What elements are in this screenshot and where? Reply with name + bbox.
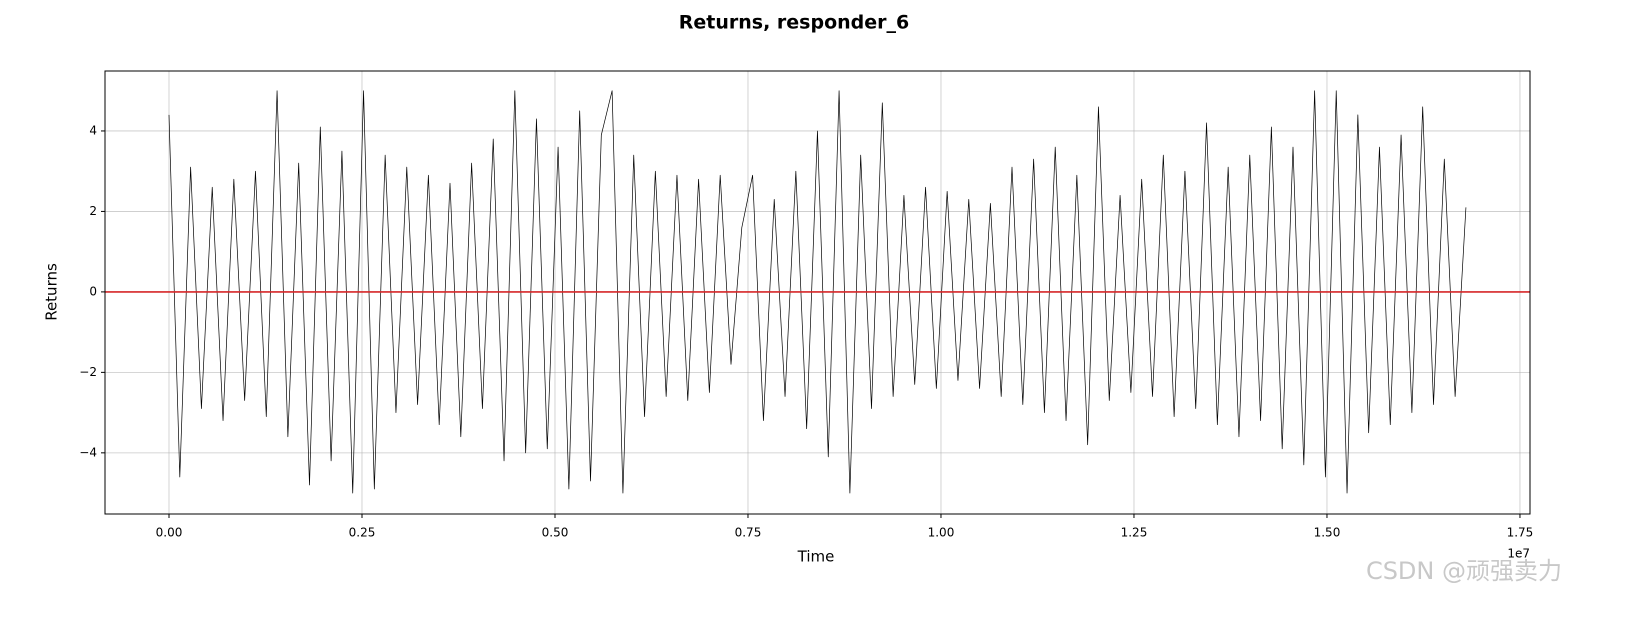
x-tick-label: 1.00	[928, 526, 955, 540]
x-tick-label: 0.50	[542, 526, 569, 540]
x-offset-label: 1e7	[1507, 547, 1530, 561]
y-tick-label: 4	[89, 123, 97, 137]
y-tick-label: 2	[89, 204, 97, 218]
y-tick-label: −2	[79, 365, 97, 379]
x-tick-label: 1.25	[1121, 526, 1148, 540]
x-axis-label: Time	[797, 548, 835, 566]
y-tick-label: −4	[79, 445, 97, 459]
watermark: CSDN @顽强卖力	[1366, 557, 1562, 585]
x-tick-label: 0.25	[349, 526, 376, 540]
chart-title: Returns, responder_6	[679, 12, 910, 34]
x-tick-label: 0.75	[735, 526, 762, 540]
x-tick-label: 0.00	[156, 526, 183, 540]
y-axis-label: Returns	[43, 263, 61, 321]
series-line	[168, 90, 1467, 494]
x-tick-label: 1.50	[1314, 526, 1341, 540]
y-tick-label: 0	[89, 284, 97, 298]
plot-frame	[104, 70, 1531, 515]
x-tick-label: 1.75	[1507, 526, 1534, 540]
